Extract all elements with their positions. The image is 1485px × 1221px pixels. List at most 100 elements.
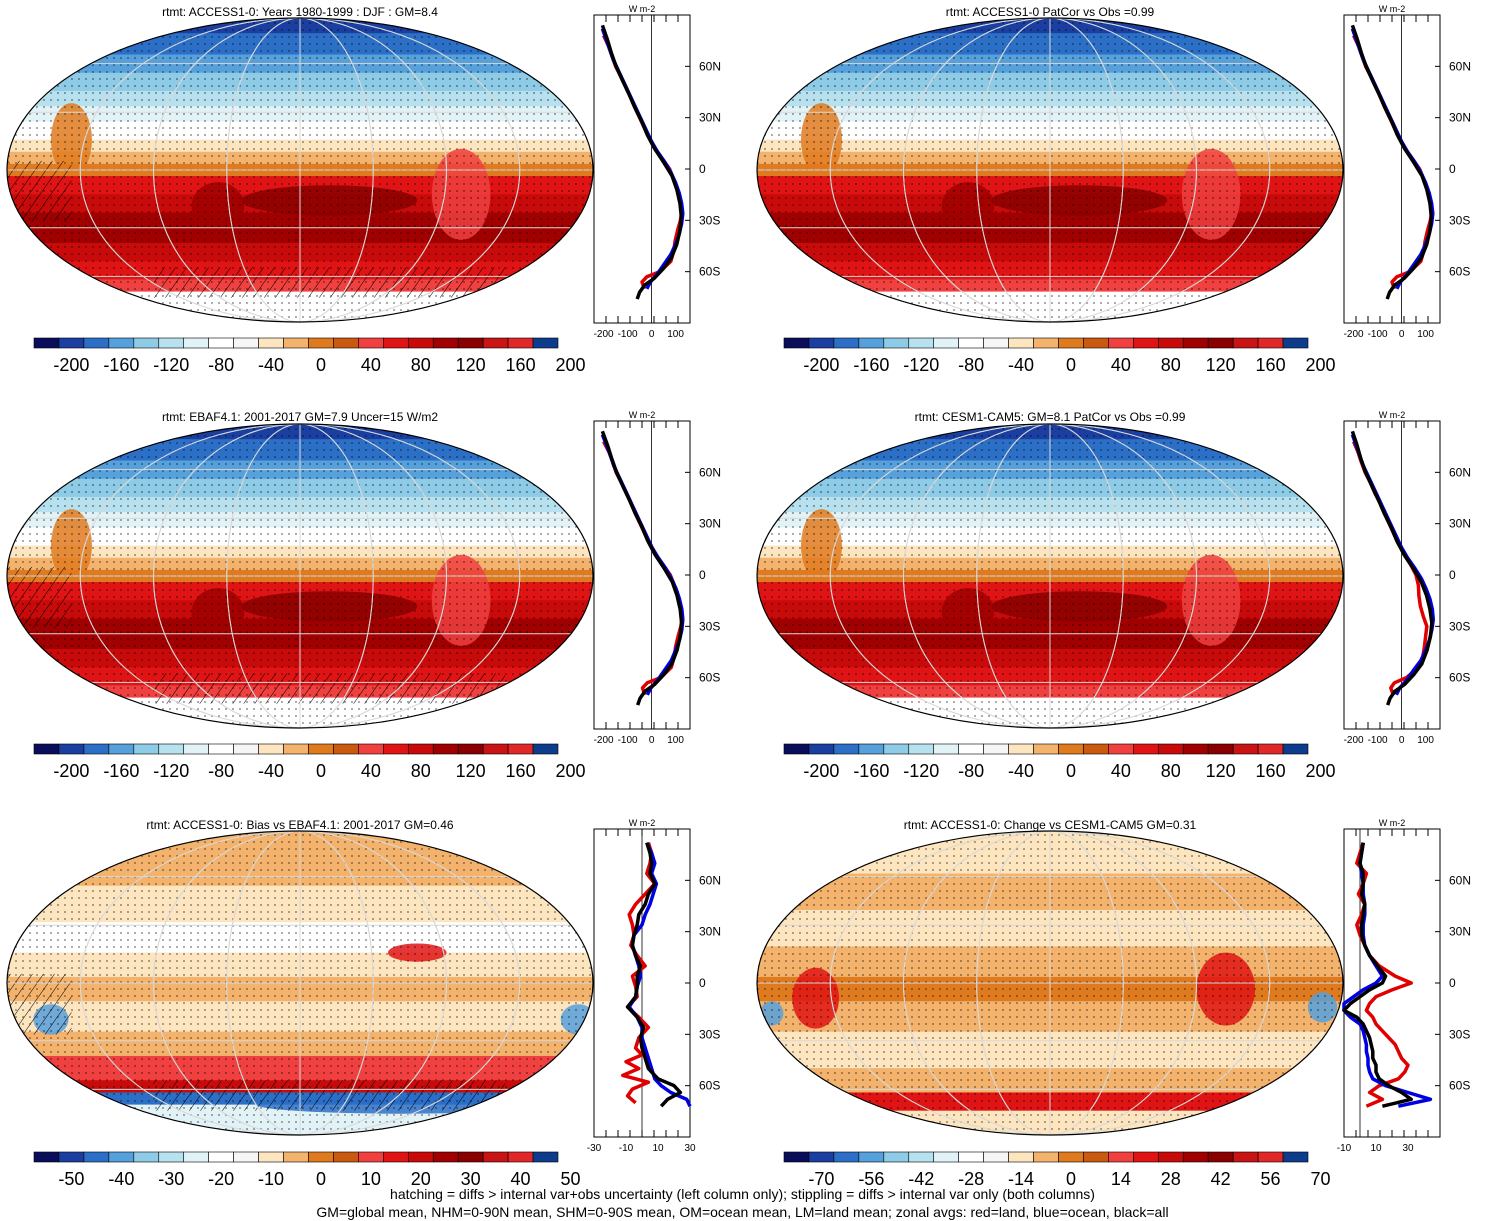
- colorbar-swatch: [1083, 743, 1109, 755]
- zonal-x-tick-label: 100: [1417, 329, 1434, 340]
- zonal-lat-tick-label: 30N: [1449, 517, 1471, 531]
- colorbar-swatch: [1207, 743, 1234, 755]
- colorbar-swatch: [83, 337, 110, 349]
- panel-3: rtmt: EBAF4.1: 2001-2017 GM=7.9 Uncer=15…: [6, 410, 721, 781]
- colorbar-swatch: [958, 743, 984, 755]
- colorbar-tick-label: 40: [511, 1169, 531, 1189]
- panel-6-colorbar: -70 -56 -42 -28 -14 0 14 28 42 56 70: [783, 1151, 1330, 1189]
- panel-4-zonal-profile: W m-2 60N 30N 0 30S 60S -200 -100 0 100: [1343, 410, 1471, 746]
- colorbar-tick-label: -160: [853, 355, 889, 375]
- colorbar-swatch: [833, 337, 860, 349]
- panel-3-zonal-profile: W m-2 60N 30N 0 30S 60S -200 -100 0 100: [593, 410, 721, 746]
- colorbar-swatch: [532, 1151, 559, 1163]
- colorbar-swatch: [1058, 337, 1084, 349]
- colorbar-swatch: [507, 1151, 534, 1163]
- zonal-x-tick-label: -100: [1368, 735, 1388, 746]
- colorbar-swatch: [83, 1151, 110, 1163]
- colorbar-swatch: [908, 337, 935, 349]
- colorbar-swatch: [158, 743, 185, 755]
- colorbar-tick-label: 200: [1305, 355, 1335, 375]
- colorbar-tick-label: 0: [1066, 1169, 1076, 1189]
- zonal-lat-tick-label: 60S: [699, 1079, 720, 1093]
- zonal-series-all: [1342, 842, 1413, 1108]
- colorbar-tick-label: -40: [258, 355, 284, 375]
- colorbar-swatch: [83, 743, 110, 755]
- colorbar-tick-label: 0: [1066, 355, 1076, 375]
- colorbar-swatch: [58, 337, 85, 349]
- colorbar-swatch: [1257, 337, 1284, 349]
- panel-4-map: [756, 423, 1344, 729]
- colorbar-swatch: [33, 743, 60, 755]
- colorbar-tick-label: -42: [908, 1169, 934, 1189]
- panel-1-title: rtmt: ACCESS1-0: Years 1980-1999 : DJF :…: [162, 5, 438, 19]
- colorbar-swatch: [457, 743, 484, 755]
- zonal-x-tick-label: -100: [618, 329, 638, 340]
- panel-1-colorbar: -200 -160 -120 -80 -40 0 40 80 120 160 200: [33, 337, 585, 375]
- colorbar-swatch: [883, 337, 910, 349]
- colorbar-swatch: [908, 743, 935, 755]
- colorbar-swatch: [933, 743, 959, 755]
- colorbar-tick-label: 30: [461, 1169, 481, 1189]
- footer-caption-line-2: GM=global mean, NHM=0-90N mean, SHM=0-90…: [316, 1204, 1169, 1220]
- colorbar-swatch: [233, 1151, 259, 1163]
- zonal-lat-tick-label: 30S: [699, 213, 720, 227]
- colorbar-swatch: [1182, 1151, 1209, 1163]
- zonal-units-label: W m-2: [629, 818, 656, 828]
- colorbar-swatch: [1282, 337, 1309, 349]
- colorbar-swatch: [133, 337, 160, 349]
- colorbar-swatch: [1033, 1151, 1059, 1163]
- colorbar-tick-label: -70: [808, 1169, 834, 1189]
- panel-2: rtmt: ACCESS1-0 PatCor vs Obs =0.99 W m-…: [756, 4, 1471, 375]
- colorbar-tick-label: 160: [506, 355, 536, 375]
- zonal-frame: [593, 14, 691, 324]
- colorbar-tick-label: 40: [1111, 761, 1131, 781]
- colorbar-swatch: [983, 337, 1009, 349]
- zonal-lat-tick-label: 0: [699, 976, 706, 990]
- panel-5-colorbar: -50 -40 -30 -20 -10 0 10 20 30 40 50: [33, 1151, 580, 1189]
- colorbar-swatch: [1058, 743, 1084, 755]
- colorbar-swatch: [183, 743, 209, 755]
- colorbar-swatch: [1033, 337, 1059, 349]
- colorbar-swatch: [158, 1151, 185, 1163]
- colorbar-tick-label: 80: [1161, 355, 1181, 375]
- colorbar-tick-label: 40: [361, 355, 381, 375]
- colorbar-swatch: [783, 1151, 810, 1163]
- colorbar-swatch: [58, 743, 85, 755]
- colorbar-swatch: [808, 1151, 835, 1163]
- zonal-series-land: [1355, 842, 1413, 1108]
- footer-caption-line-1: hatching = diffs > internal var+obs unce…: [390, 1186, 1095, 1202]
- colorbar-swatch: [1008, 337, 1034, 349]
- colorbar-swatch: [908, 1151, 935, 1163]
- colorbar-tick-label: 10: [361, 1169, 381, 1189]
- colorbar-tick-label: 200: [555, 355, 585, 375]
- zonal-x-tick-label: -10: [1337, 1143, 1352, 1154]
- colorbar-tick-label: 50: [560, 1169, 580, 1189]
- colorbar-swatch: [308, 1151, 334, 1163]
- zonal-x-tick-label: 30: [684, 1143, 696, 1154]
- colorbar-swatch: [233, 337, 259, 349]
- colorbar-swatch: [108, 1151, 135, 1163]
- zonal-lat-tick-label: 30N: [699, 517, 721, 531]
- zonal-lat-tick-label: 30N: [699, 925, 721, 939]
- panel-4-colorbar: -200 -160 -120 -80 -40 0 40 80 120 160 200: [783, 743, 1335, 781]
- colorbar-swatch: [833, 743, 860, 755]
- zonal-x-tick-label: 0: [1399, 735, 1405, 746]
- colorbar-tick-label: 42: [1211, 1169, 1231, 1189]
- zonal-x-tick-label: -100: [618, 735, 638, 746]
- colorbar-swatch: [33, 337, 60, 349]
- zonal-lat-tick-label: 0: [1449, 568, 1456, 582]
- colorbar-swatch: [808, 337, 835, 349]
- zonal-lat-tick-label: 60N: [699, 873, 721, 887]
- zonal-units-label: W m-2: [1379, 818, 1406, 828]
- zonal-frame: [1343, 14, 1441, 324]
- panel-2-colorbar: -200 -160 -120 -80 -40 0 40 80 120 160 200: [783, 337, 1335, 375]
- colorbar-tick-label: 160: [1256, 355, 1286, 375]
- colorbar-swatch: [1083, 337, 1109, 349]
- colorbar-swatch: [983, 743, 1009, 755]
- colorbar-swatch: [507, 337, 534, 349]
- colorbar-swatch: [258, 743, 284, 755]
- colorbar-swatch: [33, 1151, 60, 1163]
- zonal-frame: [1343, 420, 1441, 730]
- zonal-lat-tick-label: 60S: [699, 671, 720, 685]
- panel-4-title: rtmt: CESM1-CAM5: GM=8.1 PatCor vs Obs =…: [915, 410, 1186, 424]
